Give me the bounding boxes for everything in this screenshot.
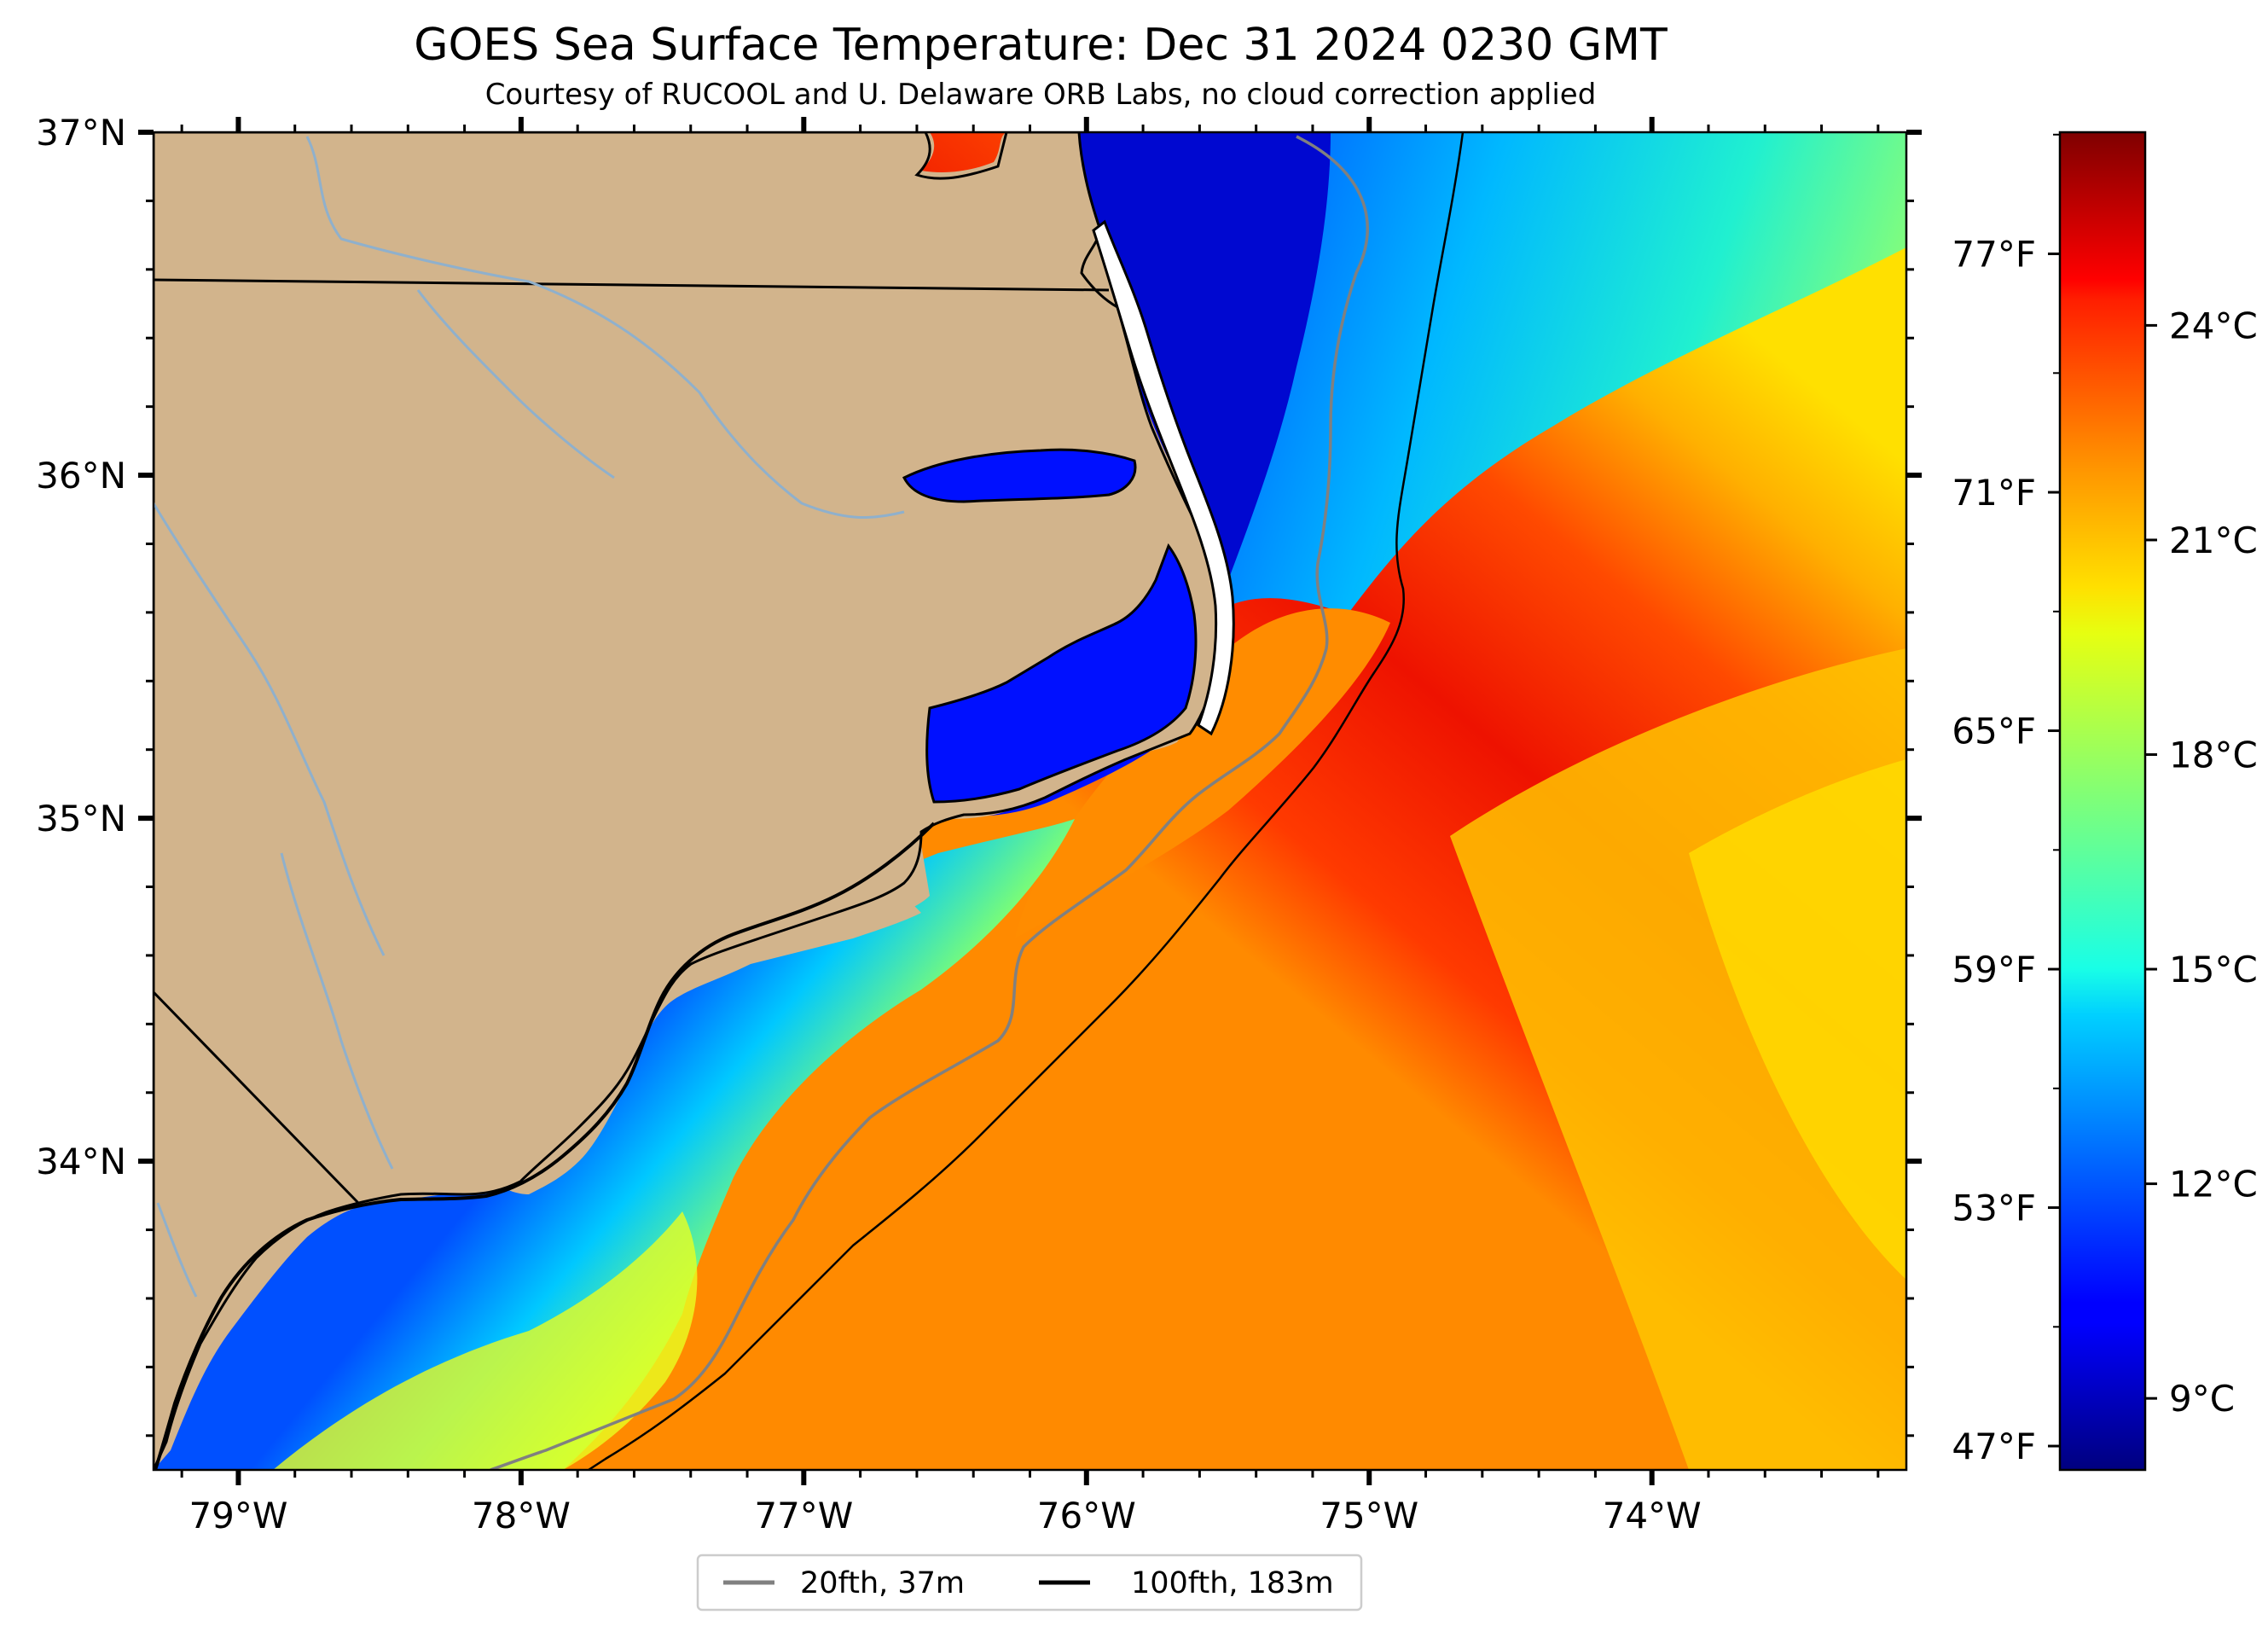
legend-box (696, 1554, 1363, 1612)
river-neuse (154, 502, 386, 956)
river-cape-fear (280, 852, 394, 1170)
legend-label-20fth: 20fth, 37m (800, 1566, 965, 1600)
lon-tick-label: 78°W (472, 1495, 571, 1536)
celsius-tick-label: 24°C (2169, 305, 2258, 346)
latitude-ticks: 37°N 36°N 35°N 34°N (36, 112, 1922, 1437)
longitude-ticks: 79°W 78°W 77°W 76°W 75°W 74°W (180, 117, 1880, 1536)
lon-tick-label: 77°W (754, 1495, 853, 1536)
isobath-20fth (490, 135, 1369, 1470)
legend: 20fth, 37m 100fth, 183m (696, 1554, 1363, 1612)
lon-tick-label: 79°W (189, 1495, 287, 1536)
colorbar: 9°C 12°C 15°C 18°C 21°C 24°C 47°F 53°F 59°F 65°F… (1952, 131, 2258, 1472)
legend-label-100fth: 100fth, 183m (1131, 1566, 1334, 1600)
fahrenheit-tick-label: 47°F (1952, 1426, 2036, 1467)
colorbar-fahrenheit-ticks: 47°F 53°F 59°F 65°F 71°F 77°F (1952, 133, 2060, 1467)
colorbar-celsius-ticks: 9°C 12°C 15°C 18°C 21°C 24°C (2145, 305, 2258, 1420)
fahrenheit-tick-label: 59°F (1952, 949, 2036, 990)
coastal-yellow-band (273, 1211, 698, 1470)
offshore-yellow-patch (1689, 759, 1906, 1280)
fahrenheit-tick-label: 53°F (1952, 1188, 2036, 1229)
lon-tick-label: 74°W (1603, 1495, 1702, 1536)
lat-tick-label: 37°N (36, 112, 126, 154)
colorbar-fill (2058, 131, 2147, 1472)
celsius-tick-label: 15°C (2169, 949, 2258, 990)
celsius-tick-label: 9°C (2169, 1378, 2235, 1420)
nc-sc-border (154, 990, 360, 1205)
albemarle-sound-water (902, 448, 1137, 503)
map-subtitle: Courtesy of RUCOOL and U. Delaware ORB L… (485, 78, 1597, 112)
coastal-cool-band (154, 819, 1075, 1470)
lon-tick-label: 75°W (1320, 1495, 1418, 1536)
river-tar (416, 289, 615, 479)
isobath-100fth (588, 132, 1465, 1470)
river-pee-dee (156, 1202, 198, 1298)
lat-tick-label: 36°N (36, 455, 126, 497)
outer-banks (1092, 219, 1235, 736)
celsius-tick-label: 21°C (2169, 520, 2258, 561)
fahrenheit-tick-label: 65°F (1952, 711, 2036, 752)
fahrenheit-tick-label: 71°F (1952, 472, 2036, 514)
river-roanoke (305, 136, 905, 520)
va-nc-border (154, 278, 1110, 292)
southern-coastline (154, 822, 936, 1470)
map-title: GOES Sea Surface Temperature: Dec 31 202… (414, 20, 1668, 71)
lat-tick-label: 35°N (36, 798, 126, 839)
map-panel (154, 132, 1906, 1470)
fahrenheit-tick-label: 77°F (1952, 234, 2036, 276)
celsius-tick-label: 18°C (2169, 734, 2258, 775)
lat-tick-label: 34°N (36, 1141, 126, 1182)
pamlico-sound-water (925, 543, 1198, 804)
lon-tick-label: 76°W (1037, 1495, 1136, 1536)
nearshore-orange-tongue (1015, 608, 1390, 938)
celsius-tick-label: 12°C (2169, 1164, 2258, 1205)
rivers (154, 136, 905, 1298)
